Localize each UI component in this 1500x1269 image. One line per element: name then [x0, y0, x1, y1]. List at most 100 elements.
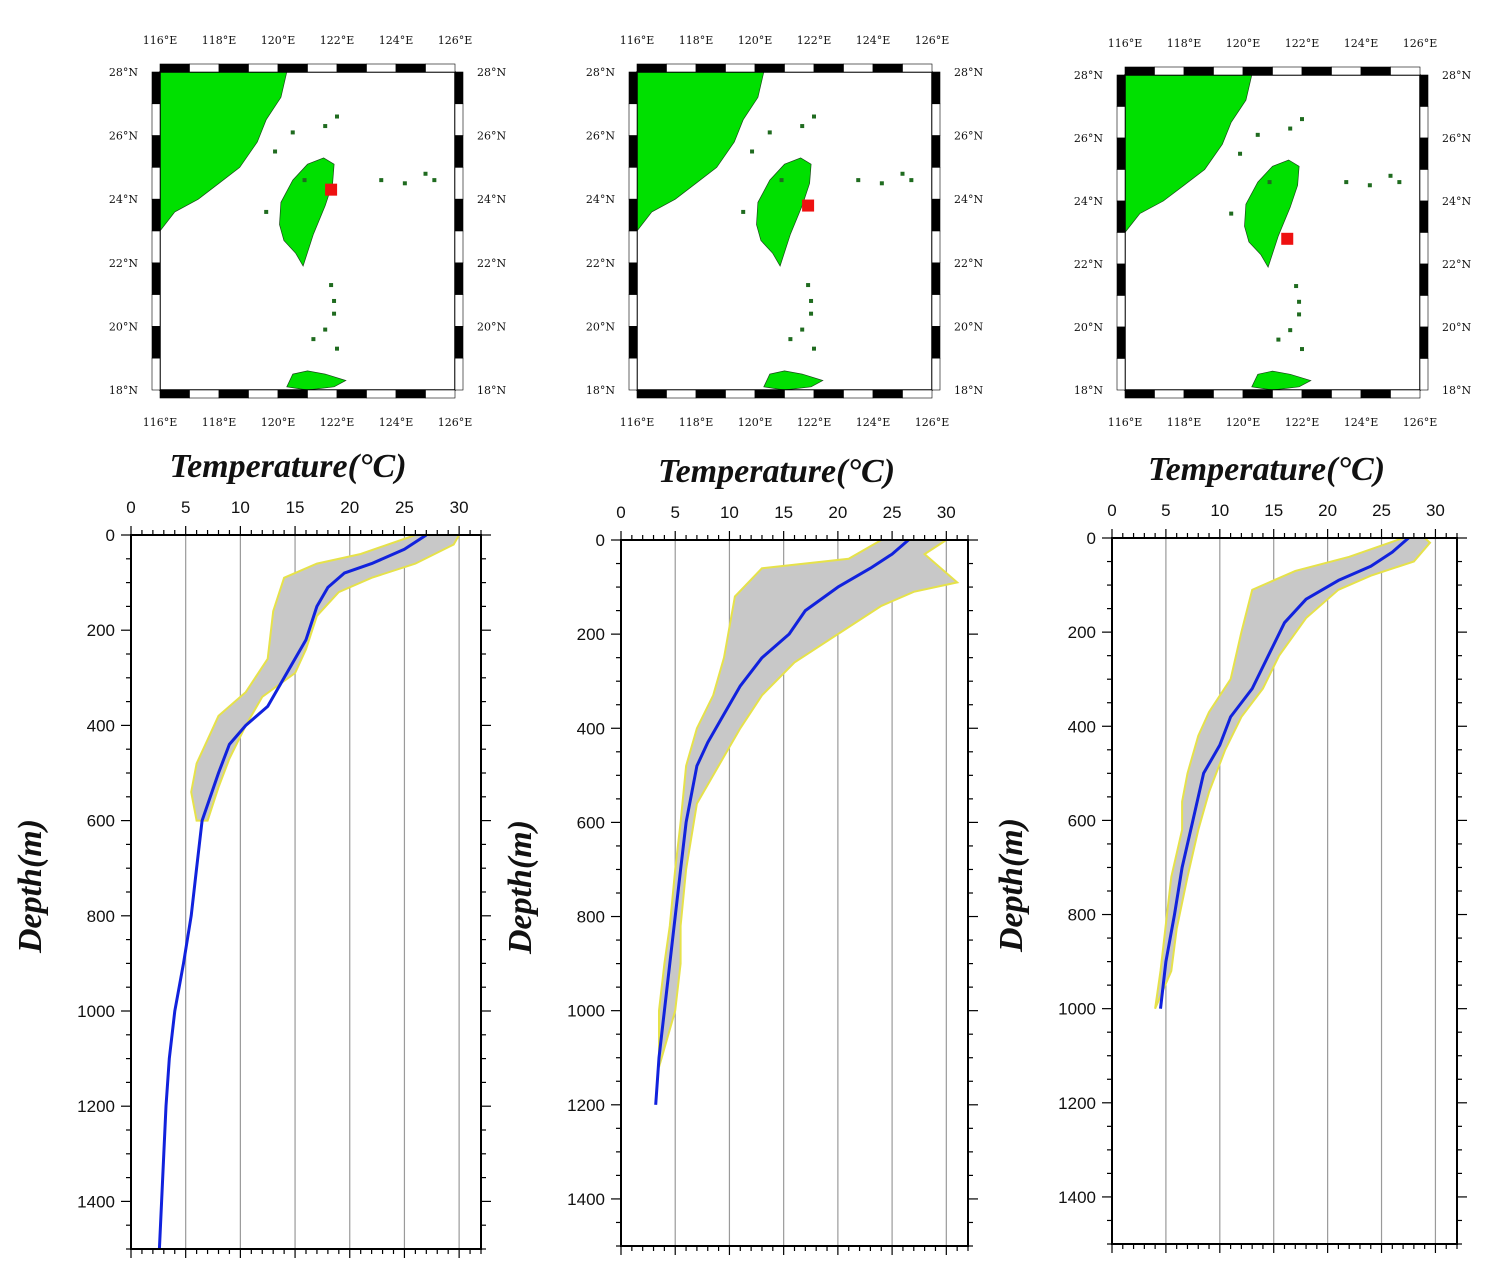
map-lon-tick-label: 126°E: [1403, 37, 1438, 50]
map-lat-tick-label: 20°N: [1074, 321, 1103, 334]
map-lat-tick-label: 28°N: [1074, 69, 1103, 82]
small-island-marker: [264, 209, 269, 214]
map-lon-tick-label: 122°E: [1285, 416, 1320, 429]
map-lon-tick-label: 122°E: [320, 34, 355, 47]
map-lon-tick-label: 120°E: [261, 34, 296, 47]
map-border-segment: [813, 389, 844, 399]
x-tick-label: 20: [340, 498, 359, 517]
map-border-segment: [1124, 66, 1155, 76]
luzon-island: [286, 370, 347, 391]
map-border-segment: [695, 63, 726, 73]
x-tick-label: 20: [828, 503, 847, 522]
x-tick-label: 30: [1426, 501, 1445, 520]
map-lat-tick-label: 26°N: [1442, 132, 1471, 145]
map-border-segment: [307, 63, 338, 73]
map-border-segment: [1213, 66, 1244, 76]
x-tick-label: 5: [670, 503, 679, 522]
map-border-segment: [1419, 263, 1429, 296]
profile-chart-2: 0 5 10 15 20 25 30 0 200 400 600 800 1000 1200 1400 Tem…: [502, 453, 978, 1255]
y-tick-label: 400: [1068, 717, 1096, 736]
map-border-segment: [1154, 66, 1185, 76]
x-tick-label: 30: [450, 498, 469, 517]
y-axis-title: Depth(m): [993, 818, 1030, 953]
map-border-segment: [151, 357, 161, 391]
map-border-segment: [1272, 66, 1303, 76]
map-border-segment: [1419, 137, 1429, 170]
temperature-profiles: 0 5 10 15 20 25 300200400600800100012001400Tem…: [12, 448, 1467, 1258]
small-island-marker: [1255, 132, 1260, 137]
mean-temperature-line: [1159, 536, 1410, 1009]
x-tick-label: 15: [1264, 501, 1283, 520]
x-tick-label: 0: [126, 498, 135, 517]
map-border-segment: [931, 230, 941, 264]
map-lat-tick-label: 18°N: [109, 384, 138, 397]
map-border-segment: [931, 198, 941, 232]
map-border-segment: [454, 135, 464, 168]
mainland-china-coast: [159, 71, 288, 233]
station-marker: [1281, 232, 1294, 245]
y-tick-label: 400: [577, 719, 605, 738]
x-axis-title: Temperature(°C): [1148, 451, 1385, 488]
map-lon-tick-label: 120°E: [738, 34, 773, 47]
y-tick-label: 200: [1068, 623, 1096, 642]
temperature-range-envelope: [190, 534, 461, 822]
map-lon-tick-label: 116°E: [1108, 416, 1143, 429]
map-border-segment: [628, 357, 638, 391]
map-border-segment: [1116, 74, 1126, 107]
y-tick-label: 0: [106, 526, 115, 545]
map-border-segment: [1116, 295, 1126, 328]
y-tick-label: 0: [1087, 529, 1096, 548]
map-border-segment: [1419, 200, 1429, 233]
map-border-segment: [1242, 389, 1273, 399]
map-border-segment: [454, 103, 464, 136]
mean-temperature-line: [157, 533, 428, 1250]
map-border-segment: [151, 294, 161, 327]
map-lon-tick-label: 126°E: [915, 416, 950, 429]
small-island-marker: [1294, 284, 1299, 289]
map-border-segment: [628, 135, 638, 168]
taiwan-island: [279, 157, 335, 267]
map-border-segment: [151, 326, 161, 359]
x-tick-label: 10: [720, 503, 739, 522]
map-lat-tick-label: 20°N: [477, 320, 506, 333]
mainland-china-coast: [1124, 74, 1253, 234]
map-lon-tick-label: 122°E: [1285, 37, 1320, 50]
small-island-marker: [335, 114, 339, 119]
y-axis-title: Depth(m): [12, 819, 49, 954]
map-border-segment: [159, 389, 190, 399]
map-border-segment: [1390, 66, 1421, 76]
x-tick-label: 5: [181, 498, 190, 517]
map-border-segment: [754, 63, 785, 73]
map-border-segment: [1419, 358, 1429, 391]
taiwan-island: [756, 157, 812, 267]
small-island-marker: [809, 298, 814, 303]
small-island-marker: [329, 283, 334, 288]
small-island-marker: [909, 178, 914, 183]
small-island-marker: [1397, 180, 1402, 185]
map-border-segment: [151, 230, 161, 264]
map-border-segment: [1124, 389, 1155, 399]
map-lon-tick-label: 126°E: [438, 34, 473, 47]
mainland-china-coast: [636, 71, 765, 233]
station-marker: [325, 183, 338, 196]
small-island-marker: [1288, 328, 1293, 333]
map-border-segment: [784, 389, 815, 399]
small-island-marker: [750, 149, 755, 154]
map-border-segment: [189, 389, 220, 399]
small-island-marker: [1297, 299, 1302, 304]
x-axis-title: Temperature(°C): [169, 448, 406, 485]
map-border-segment: [454, 357, 464, 391]
map-lat-tick-label: 18°N: [1442, 384, 1471, 397]
map-border-segment: [931, 294, 941, 327]
map-border-segment: [1272, 389, 1303, 399]
map-border-segment: [902, 63, 933, 73]
map-border-segment: [1419, 326, 1429, 359]
small-island-marker: [1300, 117, 1304, 122]
y-tick-label: 1000: [567, 1002, 605, 1021]
map-border-segment: [636, 63, 667, 73]
map-border-segment: [151, 103, 161, 136]
map-border-segment: [813, 63, 844, 73]
map-lat-tick-label: 20°N: [586, 320, 615, 333]
map-border-segment: [843, 63, 874, 73]
map-lon-tick-label: 122°E: [320, 416, 355, 429]
